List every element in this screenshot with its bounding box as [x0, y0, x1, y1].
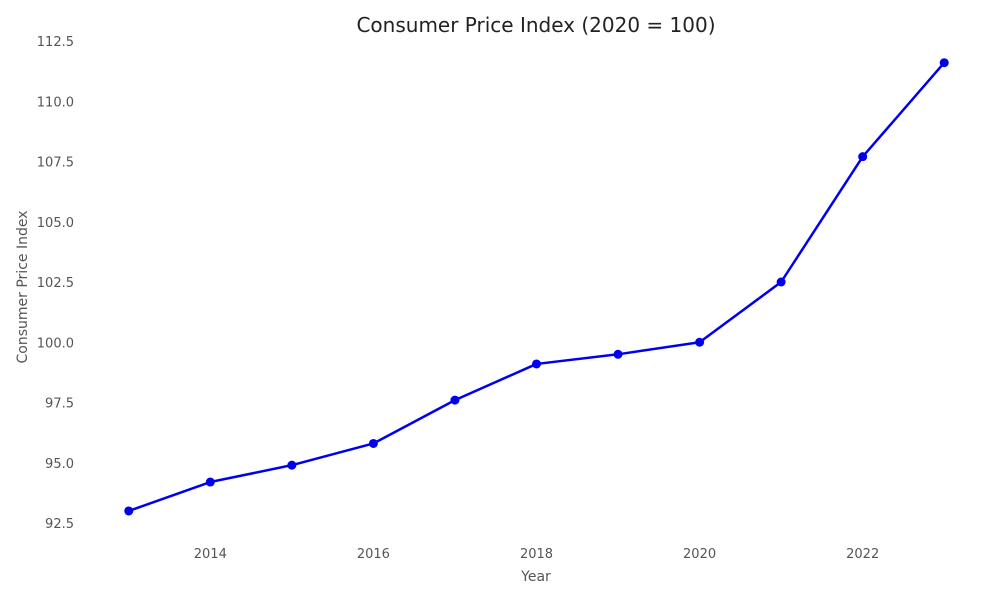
data-point — [368, 438, 378, 448]
series-cpi — [124, 58, 949, 516]
x-tick-label: 2018 — [520, 547, 553, 562]
data-point — [613, 349, 623, 359]
x-tick-label: 2020 — [683, 547, 716, 562]
data-point — [776, 277, 786, 287]
y-axis-label: Consumer Price Index — [15, 211, 31, 364]
x-tick-labels: 2014 2016 2018 2020 2022 — [194, 547, 879, 562]
data-point — [858, 152, 868, 162]
data-point — [695, 337, 705, 347]
x-tick-label: 2014 — [194, 547, 227, 562]
x-tick-label: 2016 — [357, 547, 390, 562]
y-tick-label: 102.5 — [37, 276, 74, 291]
data-point — [450, 395, 460, 405]
y-tick-label: 105.0 — [37, 216, 74, 231]
data-point — [205, 477, 215, 487]
y-tick-label: 95.0 — [45, 457, 74, 472]
y-tick-label: 92.5 — [45, 517, 74, 532]
y-tick-label: 107.5 — [37, 156, 74, 171]
data-point — [124, 506, 134, 516]
y-tick-label: 97.5 — [45, 397, 74, 412]
series-line — [128, 61, 946, 513]
data-point — [939, 58, 949, 68]
x-axis-label: Year — [520, 569, 551, 585]
data-point — [287, 460, 297, 470]
y-tick-label: 110.0 — [37, 95, 74, 110]
y-tick-label: 112.5 — [37, 35, 74, 50]
x-tick-label: 2022 — [846, 547, 879, 562]
chart-title: Consumer Price Index (2020 = 100) — [356, 13, 715, 37]
y-tick-label: 100.0 — [37, 336, 74, 351]
y-tick-labels: 92.5 95.0 97.5 100.0 102.5 105.0 107.5 110.0 112… — [37, 35, 74, 532]
data-point — [532, 359, 541, 369]
